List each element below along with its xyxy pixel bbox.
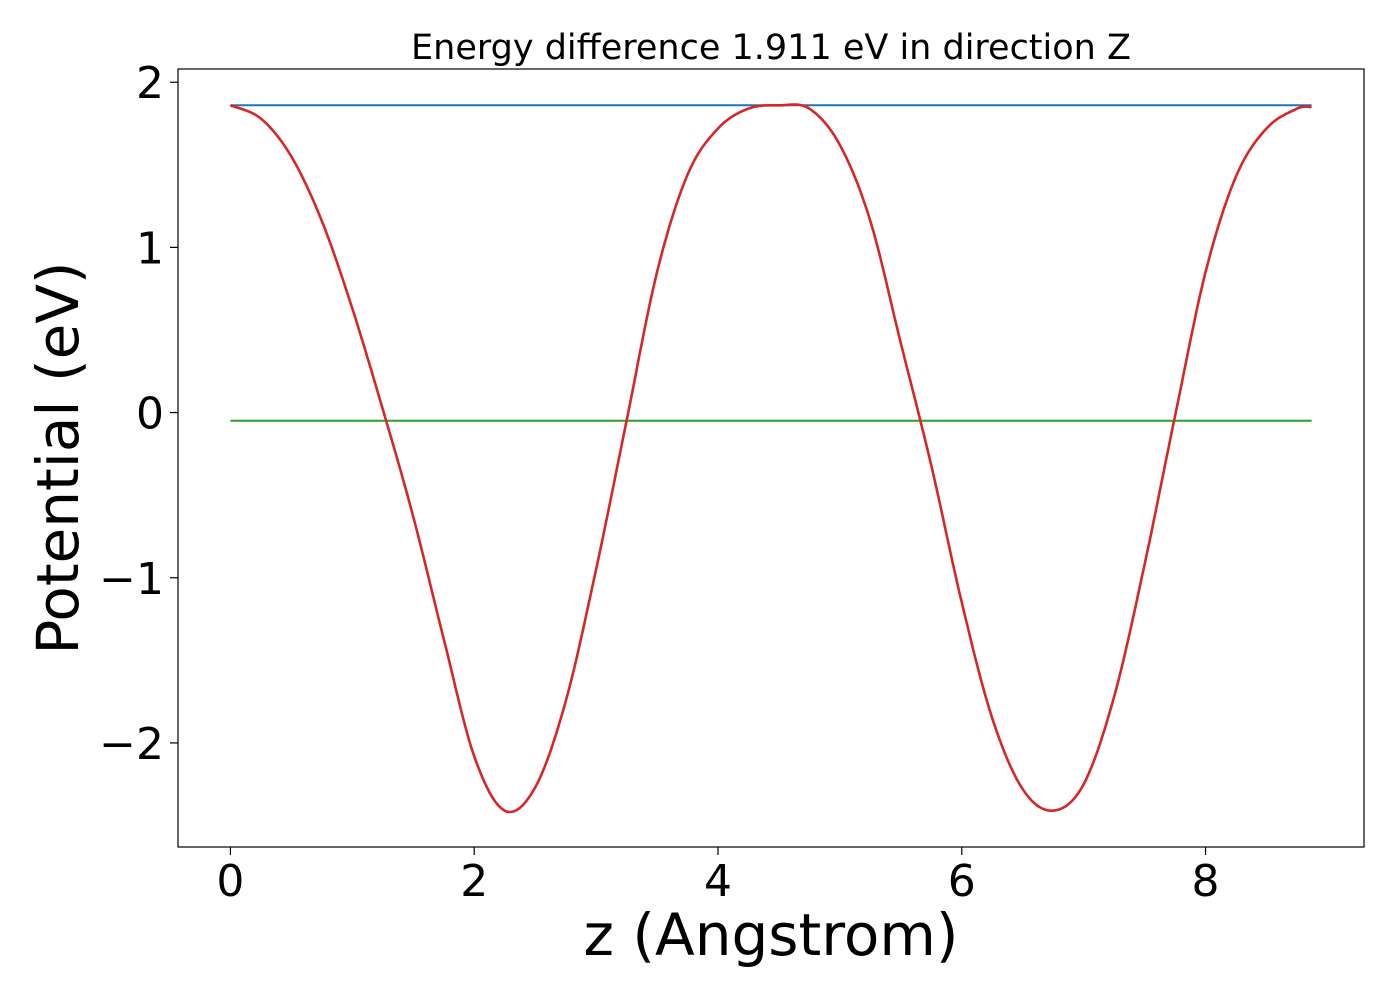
y-tick-label: 1 xyxy=(136,223,164,274)
x-axis-title: z (Angstrom) xyxy=(584,901,959,969)
y-axis-title: Potential (eV) xyxy=(24,261,92,654)
y-axis: −2 −1 0 1 2 xyxy=(99,58,178,770)
x-tick-label: 2 xyxy=(460,856,488,907)
y-tick-label: −1 xyxy=(99,554,164,605)
plot-frame xyxy=(177,68,1365,848)
series-line-0 xyxy=(229,103,1312,814)
x-tick-label: 4 xyxy=(704,856,732,907)
x-tick-label: 8 xyxy=(1192,856,1220,907)
y-tick-label: −2 xyxy=(99,719,164,770)
x-tick-label: 6 xyxy=(948,856,976,907)
x-tick-label: 0 xyxy=(216,856,244,907)
chart-title: Energy difference 1.911 eV in direction … xyxy=(411,28,1131,68)
y-tick-label: 0 xyxy=(136,389,164,440)
y-tick-label: 2 xyxy=(136,58,164,109)
x-axis: 0 2 4 6 8 xyxy=(216,847,1220,907)
plot-area xyxy=(229,103,1312,814)
